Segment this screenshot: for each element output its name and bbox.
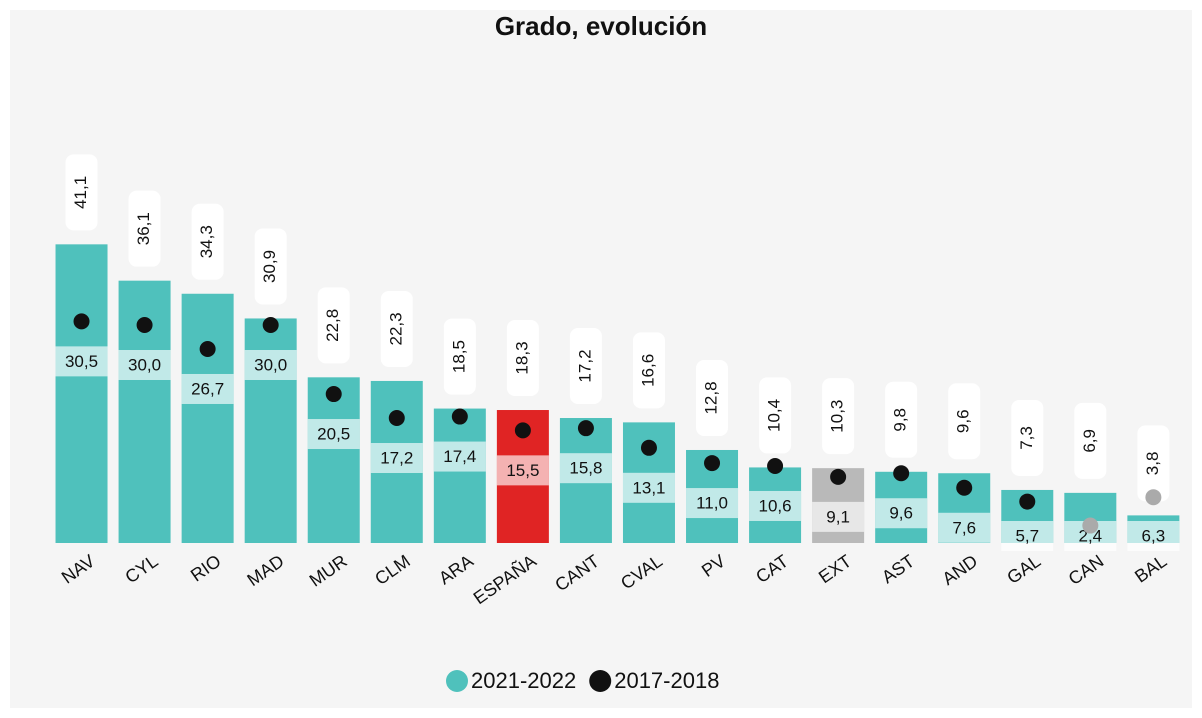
- dot-label: 11,0: [696, 494, 728, 513]
- dot-label-box: [812, 501, 865, 532]
- bar-label-box: [317, 287, 350, 364]
- dot-label-box: [559, 453, 612, 484]
- bar-label-box: [506, 320, 539, 397]
- bar-label: 12,8: [702, 381, 721, 414]
- dot-label: 7,6: [952, 518, 976, 537]
- dot: [1145, 489, 1162, 506]
- dot-label: 17,2: [380, 448, 413, 467]
- bar: [307, 377, 360, 543]
- dot-label: 30,5: [65, 352, 98, 371]
- dot-label: 9,6: [889, 504, 913, 523]
- bar-label: 9,6: [954, 409, 973, 433]
- bar-label: 22,8: [323, 309, 342, 342]
- dot-label-box: [749, 490, 802, 521]
- dot-label: 26,7: [191, 379, 224, 398]
- bar-label: 7,3: [1017, 426, 1036, 450]
- dot-label: 15,5: [506, 461, 539, 480]
- dot-label: 20,5: [317, 425, 350, 444]
- bar-label-box: [759, 377, 792, 454]
- dot-label: 15,8: [569, 459, 602, 478]
- dot: [767, 457, 784, 474]
- dot-label: 30,0: [128, 355, 161, 374]
- dot-label-box: [244, 350, 297, 380]
- dot-label: 13,1: [632, 478, 665, 497]
- dot: [640, 439, 657, 456]
- dot: [893, 465, 910, 482]
- dot-label-box: [307, 419, 360, 450]
- bar-label: 30,9: [260, 250, 279, 283]
- dot-label-box: [496, 455, 549, 486]
- dot-label-box: [686, 488, 739, 519]
- bar-label: 6,9: [1080, 429, 1099, 453]
- dot: [136, 317, 153, 333]
- legend-label: 2017-2018: [614, 668, 719, 693]
- dot-label-box: [181, 373, 234, 404]
- bar-label-box: [380, 290, 413, 367]
- bar-label-box: [1074, 402, 1107, 479]
- bar-label-box: [948, 383, 981, 460]
- dot-label-box: [1127, 521, 1180, 551]
- bar: [55, 244, 108, 543]
- dot-label: 30,0: [254, 355, 287, 374]
- bar-label-box: [696, 359, 729, 436]
- dot: [830, 468, 847, 485]
- bar-label: 34,3: [197, 225, 216, 258]
- dot: [199, 340, 216, 357]
- bar-label-box: [822, 378, 855, 455]
- bar-label: 17,2: [575, 349, 594, 382]
- bar-label: 10,4: [765, 399, 784, 432]
- dot: [1019, 493, 1036, 510]
- bar-label: 36,1: [134, 212, 153, 245]
- dot-label: 17,4: [443, 447, 476, 466]
- legend-marker: [589, 670, 612, 692]
- dot: [451, 408, 468, 425]
- dot-label: 2,4: [1079, 526, 1103, 545]
- dot: [514, 422, 531, 439]
- dot-label-box: [118, 350, 171, 380]
- dot-label-box: [433, 441, 486, 472]
- bar-label: 10,3: [828, 400, 847, 433]
- bar-label-box: [128, 190, 161, 267]
- dot-label-box: [938, 512, 991, 543]
- dot: [388, 410, 405, 427]
- dot: [325, 386, 342, 403]
- dot-label: 6,3: [1142, 526, 1166, 545]
- bar-label: 18,3: [512, 341, 531, 374]
- dot-label: 10,6: [759, 496, 792, 515]
- dot: [956, 479, 973, 496]
- dot: [577, 420, 594, 437]
- dot: [1082, 517, 1099, 534]
- dot-label-box: [1001, 521, 1054, 551]
- bar-label-box: [1137, 425, 1170, 502]
- bar-label-box: [254, 228, 287, 305]
- bar-label-box: [1011, 399, 1044, 476]
- dot: [704, 455, 721, 472]
- bar-label-box: [65, 154, 98, 231]
- dot: [73, 313, 90, 330]
- bar: [433, 408, 486, 543]
- bar-label-box: [569, 328, 602, 405]
- bar: [181, 293, 234, 543]
- dot: [262, 317, 279, 333]
- bar-label-box: [443, 318, 476, 395]
- bar-label: 18,5: [449, 340, 468, 373]
- bar-label: 9,8: [891, 408, 910, 432]
- bar-label: 22,3: [386, 312, 405, 345]
- legend-marker: [446, 670, 468, 692]
- bar-label-box: [885, 381, 918, 458]
- dot-label-box: [875, 498, 928, 529]
- bar-label: 41,1: [71, 176, 90, 209]
- bar-label-box: [632, 332, 665, 409]
- bar-label: 16,6: [638, 354, 657, 387]
- chart-title: Grado, evolución: [495, 11, 707, 41]
- bar-label-box: [191, 203, 224, 280]
- dot-label-box: [622, 472, 675, 503]
- dot-label-box: [370, 443, 423, 474]
- dot-label: 5,7: [1015, 526, 1039, 545]
- bar-label: 3,8: [1143, 452, 1162, 476]
- legend-label: 2021-2022: [471, 668, 576, 693]
- dot-label-box: [55, 346, 108, 377]
- dot-label: 9,1: [826, 507, 850, 526]
